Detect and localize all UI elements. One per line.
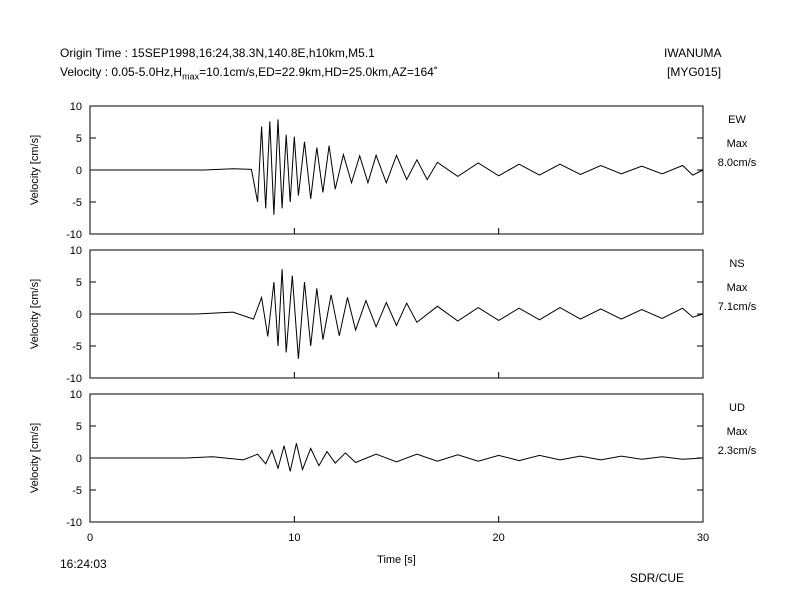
- x-tick-label: 20: [493, 532, 505, 544]
- x-tick-label: 30: [697, 532, 709, 544]
- origin-info: Origin Time : 15SEP1998,16:24,38.3N,140.…: [60, 46, 375, 60]
- max-label-ew: Max: [727, 138, 748, 150]
- component-label-ns: NS: [729, 258, 744, 270]
- y-axis-label-ns: Velocity [cm/s]: [29, 279, 41, 349]
- y-tick-label-ud: 0: [76, 453, 82, 465]
- component-label-ud: UD: [729, 402, 745, 414]
- velocity-info-suffix: =10.1cm/s,ED=22.9km,HD=25.0km,AZ=164˚: [199, 65, 438, 79]
- y-tick-label-ns: 5: [76, 277, 82, 289]
- y-tick-label-ns: 0: [76, 309, 82, 321]
- max-value-ew: 8.0cm/s: [718, 157, 757, 169]
- y-tick-label-ud: -5: [72, 485, 82, 497]
- y-tick-label-ew: 10: [70, 101, 82, 113]
- waveform-ud: [90, 443, 704, 472]
- y-axis-label-ud: Velocity [cm/s]: [29, 423, 41, 493]
- x-tick-label: 10: [288, 532, 300, 544]
- station-name: IWANUMA: [664, 46, 722, 60]
- waveform-ns: [90, 269, 704, 359]
- component-label-ew: EW: [728, 114, 746, 126]
- velocity-info-subscript: max: [182, 71, 200, 82]
- velocity-info: Velocity : 0.05-5.0Hz,Hmax=10.1cm/s,ED=2…: [60, 65, 438, 83]
- y-tick-label-ew: -5: [72, 197, 82, 209]
- y-tick-label-ns: -5: [72, 341, 82, 353]
- max-label-ns: Max: [727, 282, 748, 294]
- y-tick-label-ew: 0: [76, 165, 82, 177]
- station-code: [MYG015]: [667, 65, 722, 79]
- x-axis-label: Time [s]: [377, 554, 416, 566]
- y-tick-label-ns: -10: [66, 373, 82, 385]
- credit: SDR/CUE: [630, 571, 685, 585]
- max-value-ud: 2.3cm/s: [718, 445, 757, 457]
- y-tick-label-ud: 5: [76, 421, 82, 433]
- y-tick-label-ud: 10: [70, 389, 82, 401]
- x-tick-label: 0: [87, 532, 93, 544]
- max-value-ns: 7.1cm/s: [718, 301, 757, 313]
- y-tick-label-ew: 5: [76, 133, 82, 145]
- max-label-ud: Max: [727, 426, 748, 438]
- start-time: 16:24:03: [60, 557, 107, 571]
- y-axis-label-ew: Velocity [cm/s]: [29, 135, 41, 205]
- waveform-ew: [90, 119, 704, 215]
- y-tick-label-ns: 10: [70, 245, 82, 257]
- y-tick-label-ud: -10: [66, 517, 82, 529]
- velocity-info-prefix: Velocity : 0.05-5.0Hz,H: [60, 65, 183, 79]
- y-tick-label-ew: -10: [66, 229, 82, 241]
